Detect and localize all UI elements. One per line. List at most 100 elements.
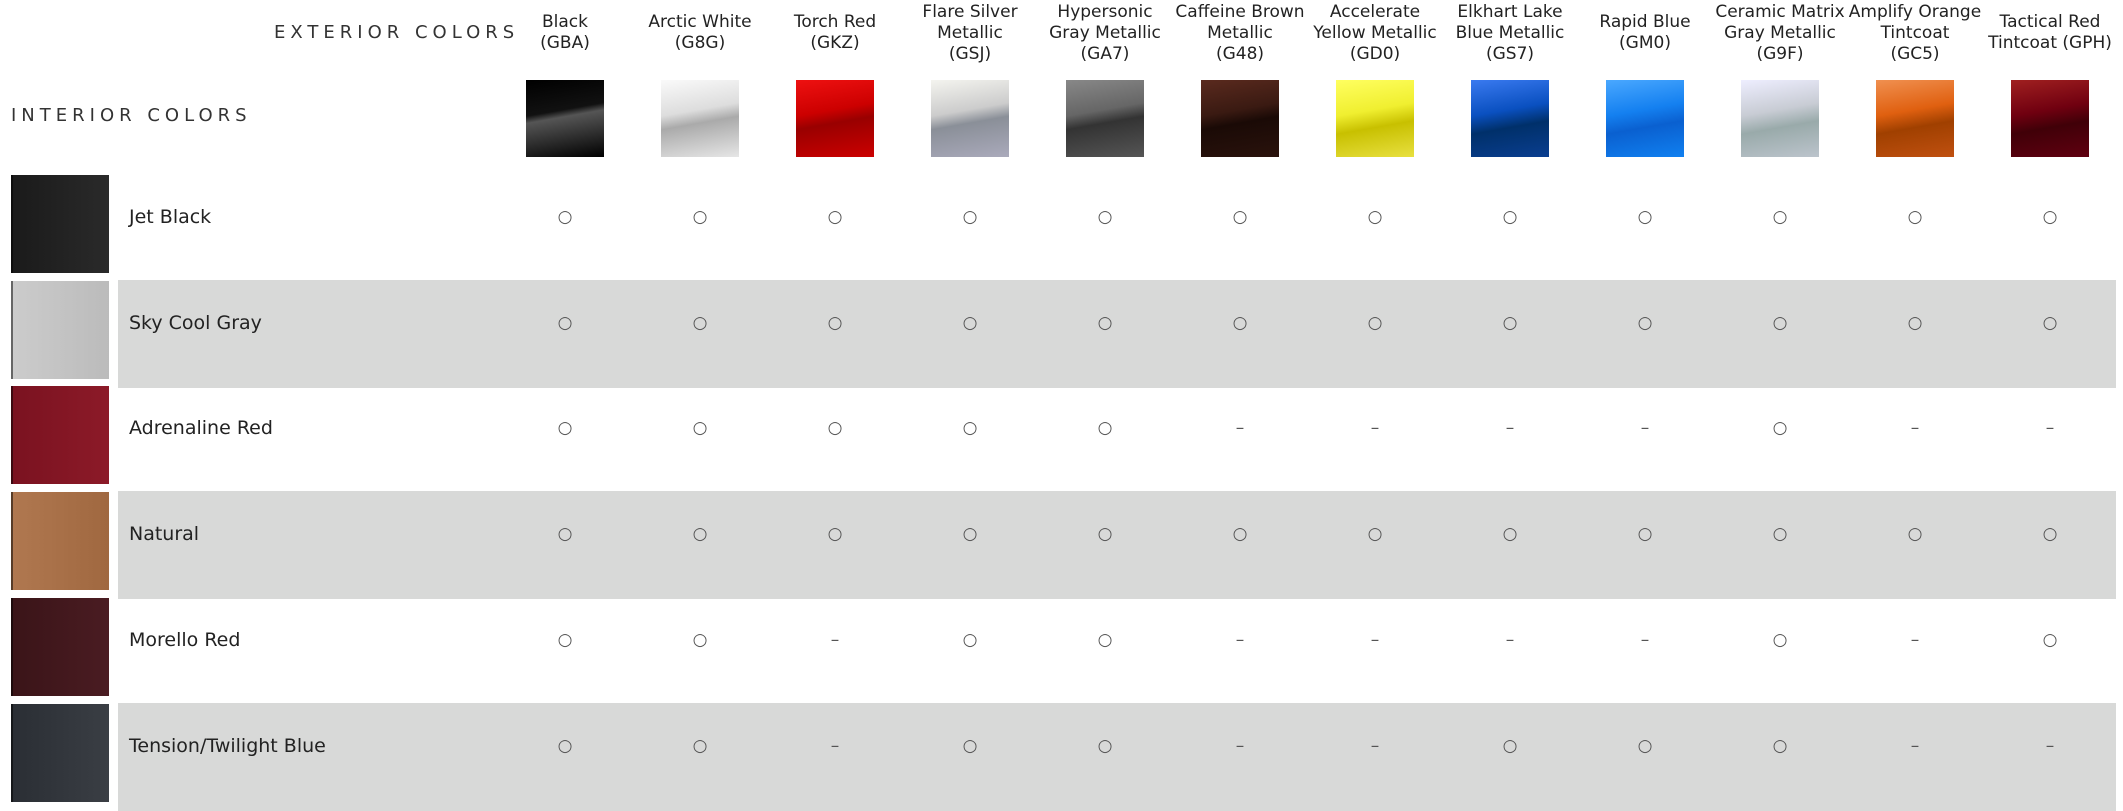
availability-cell: – [1910, 418, 1920, 439]
availability-cell: ○ [1232, 524, 1248, 545]
availability-cell: ○ [962, 207, 978, 227]
exterior-color-header: Amplify Orange Tintcoat (GC5) [1848, 0, 1982, 66]
availability-cell: ○ [962, 629, 978, 650]
availability-cell: ○ [1772, 312, 1788, 333]
availability-cell: ○ [1502, 524, 1518, 545]
header-line: (GKZ) [810, 33, 860, 53]
availability-cell: ○ [1502, 735, 1518, 756]
availability-cell: ○ [1502, 207, 1518, 227]
availability-cell: ○ [1772, 418, 1788, 439]
availability-cell: ○ [1097, 629, 1113, 650]
interior-title: INTERIOR COLORS [11, 105, 252, 126]
availability-cell: – [2045, 735, 2055, 756]
availability-cell: ○ [827, 418, 843, 439]
availability-cell: ○ [557, 418, 573, 439]
availability-cell: ○ [692, 735, 708, 756]
interior-swatch [11, 597, 109, 696]
exterior-title: EXTERIOR COLORS [274, 22, 520, 43]
availability-cell: ○ [1637, 207, 1653, 227]
interior-name: Natural [129, 523, 200, 546]
interior-swatch [11, 703, 109, 802]
interior-swatch [11, 492, 109, 591]
exterior-swatch [1066, 80, 1144, 157]
availability-cell: ○ [827, 207, 843, 227]
availability-cell: ○ [692, 207, 708, 227]
availability-cell: ○ [1772, 629, 1788, 650]
availability-cell: ○ [2042, 207, 2058, 227]
exterior-color-header: Rapid Blue (GM0) [1578, 0, 1712, 66]
header-line: (GBA) [540, 33, 590, 53]
header-line: (GD0) [1349, 43, 1401, 64]
exterior-swatch [1201, 80, 1279, 157]
availability-cell: ○ [2042, 312, 2058, 333]
exterior-swatch [2011, 80, 2089, 157]
availability-cell: ○ [1907, 207, 1923, 227]
availability-cell: ○ [1097, 418, 1113, 439]
availability-cell: ○ [557, 735, 573, 756]
availability-cell: – [2045, 418, 2055, 439]
availability-cell: ○ [1637, 524, 1653, 545]
exterior-swatch [1336, 80, 1414, 157]
header-line: Blue Metallic [1455, 22, 1565, 43]
header-line: Torch Red [793, 12, 877, 32]
header-line: Metallic [937, 22, 1003, 43]
exterior-color-header: Elkhart Lake Blue Metallic (GS7) [1443, 0, 1577, 66]
availability-cell: ○ [2042, 629, 2058, 650]
exterior-swatch [796, 80, 874, 157]
header-line: Ceramic Matrix [1715, 1, 1845, 22]
availability-cell: – [1505, 418, 1515, 439]
availability-cell: ○ [1097, 207, 1113, 227]
interior-swatch [11, 386, 109, 485]
availability-cell: – [1910, 735, 1920, 756]
interior-name: Morello Red [129, 628, 241, 651]
interior-name: Tension/Twilight Blue [129, 734, 326, 757]
header-line: (GC5) [1890, 43, 1940, 64]
availability-cell: ○ [1097, 312, 1113, 333]
header-line: (GSJ) [948, 43, 992, 64]
header-line: (G48) [1215, 43, 1265, 64]
interior-swatch [11, 175, 109, 273]
row-band [118, 491, 2116, 600]
availability-cell: – [830, 629, 840, 650]
row-band [118, 279, 2116, 388]
availability-cell: ○ [557, 629, 573, 650]
header-line: Tintcoat [1880, 22, 1950, 43]
exterior-color-header: Ceramic Matrix Gray Metallic (G9F) [1713, 0, 1847, 66]
availability-cell: ○ [962, 524, 978, 545]
availability-cell: – [1370, 735, 1380, 756]
exterior-swatch [931, 80, 1009, 157]
exterior-color-header: Torch Red (GKZ) [768, 0, 902, 66]
availability-cell: – [1640, 629, 1650, 650]
availability-cell: ○ [827, 312, 843, 333]
interior-name: Jet Black [129, 206, 212, 228]
availability-cell: ○ [1637, 735, 1653, 756]
availability-cell: ○ [1637, 312, 1653, 333]
availability-cell: – [1235, 629, 1245, 650]
availability-cell: ○ [1772, 735, 1788, 756]
availability-cell: ○ [557, 207, 573, 227]
availability-cell: – [1235, 735, 1245, 756]
header-line: (G9F) [1756, 43, 1804, 64]
availability-cell: ○ [1772, 524, 1788, 545]
header-line: Flare Silver [922, 1, 1018, 22]
exterior-color-header: Caffeine Brown Metallic (G48) [1173, 0, 1307, 66]
exterior-color-header: Arctic White (G8G) [633, 0, 767, 66]
availability-cell: – [1235, 418, 1245, 439]
header-line: Arctic White [648, 12, 752, 32]
exterior-swatch [661, 80, 739, 157]
header-line: Elkhart Lake [1457, 1, 1563, 22]
availability-cell: ○ [827, 524, 843, 545]
availability-cell: ○ [692, 524, 708, 545]
header-line: (GA7) [1080, 43, 1130, 64]
exterior-color-header: Tactical Red Tintcoat (GPH) [1983, 0, 2117, 66]
availability-cell: ○ [557, 524, 573, 545]
availability-cell: ○ [692, 312, 708, 333]
exterior-color-header: Accelerate Yellow Metallic (GD0) [1308, 0, 1442, 66]
interior-swatch [11, 280, 109, 379]
exterior-swatch [526, 80, 604, 157]
availability-cell: ○ [2042, 524, 2058, 545]
exterior-swatch [1876, 80, 1954, 157]
availability-cell: ○ [1907, 312, 1923, 333]
header-line: Tintcoat (GPH) [1988, 33, 2112, 53]
